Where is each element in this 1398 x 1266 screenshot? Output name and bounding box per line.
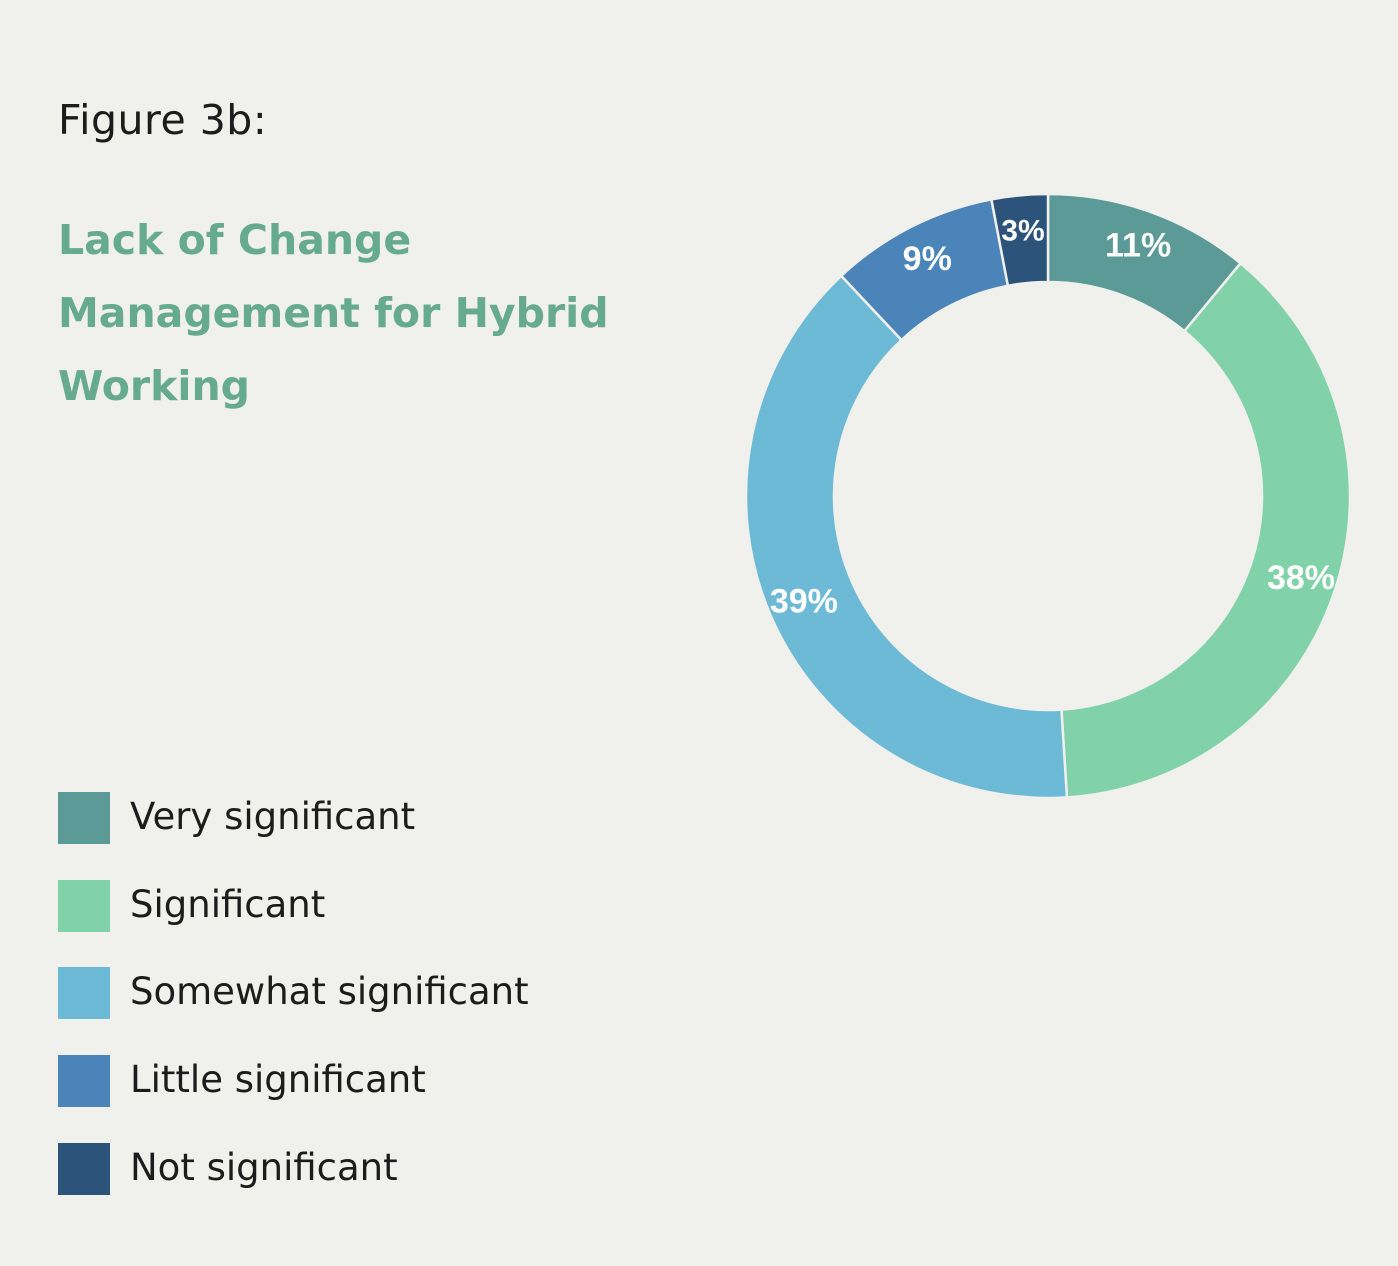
donut-slice-significant	[1060, 261, 1352, 799]
legend-swatch	[58, 1143, 110, 1195]
legend-swatch	[58, 967, 110, 1019]
legend-label: Somewhat significant	[130, 970, 529, 1013]
legend-item-somewhat-significant: Somewhat significant	[58, 967, 658, 1019]
legend-label: Not significant	[130, 1146, 398, 1189]
slice-label-somewhat-significant: 39%	[770, 583, 838, 621]
legend-item-very-significant: Very significant	[58, 792, 658, 844]
chart-title-line: Working	[58, 362, 251, 410]
donut-slice-somewhat-significant	[744, 274, 1069, 800]
legend-label: Little significant	[130, 1058, 426, 1101]
slice-label-significant: 38%	[1267, 559, 1335, 597]
legend-label: Significant	[130, 883, 326, 926]
figure-label: Figure 3b:	[58, 96, 268, 144]
chart-title-line: Management for Hybrid	[58, 289, 609, 337]
chart-title-line: Lack of Change	[58, 216, 412, 264]
legend-item-significant: Significant	[58, 880, 658, 932]
legend-item-little-significant: Little significant	[58, 1055, 658, 1107]
donut-chart: 11% 38% 39% 9% 3%	[744, 192, 1352, 800]
legend-label: Very significant	[130, 795, 416, 838]
legend-swatch	[58, 1055, 110, 1107]
donut-slice-not-significant	[989, 192, 1050, 288]
legend-swatch	[58, 792, 110, 844]
slice-label-not-significant: 3%	[1001, 215, 1044, 248]
slice-label-very-significant: 11%	[1105, 227, 1171, 265]
legend-swatch	[58, 880, 110, 932]
chart-title: Lack of Change Management for Hybrid Wor…	[58, 204, 638, 423]
legend-item-not-significant: Not significant	[58, 1143, 658, 1195]
slice-label-little-significant: 9%	[903, 240, 952, 278]
